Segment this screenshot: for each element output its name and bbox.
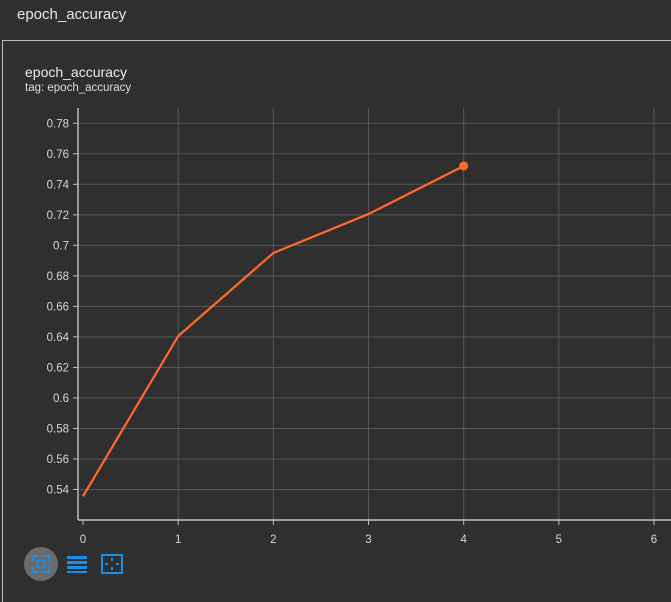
y-tick-label: 0.7 (53, 240, 69, 252)
axis-layer (73, 108, 671, 525)
chart-card: epoch_accuracy tag: epoch_accuracy (2, 40, 671, 602)
fit-domain-icon (32, 555, 50, 573)
toggle-log-list-button[interactable] (60, 547, 94, 581)
y-tick-label: 0.54 (47, 484, 70, 496)
fit-domain-button[interactable] (24, 547, 58, 581)
y-tick-label: 0.56 (47, 454, 69, 466)
label-layer: 0.54 0.56 0.58 0.6 0.62 0.64 0.66 0.68 0.7 0.72 0.… (47, 118, 658, 546)
list-icon (67, 556, 87, 573)
x-tick-label: 5 (556, 534, 562, 546)
chart-card-tag: tag: epoch_accuracy (25, 82, 132, 94)
zoom-box-button[interactable] (95, 547, 129, 581)
y-tick-label: 0.62 (47, 362, 69, 374)
y-tick-label: 0.64 (47, 332, 70, 344)
series-last-point[interactable] (459, 161, 469, 171)
y-tick-label: 0.76 (47, 149, 69, 161)
header-bar: epoch_accuracy (0, 0, 671, 38)
y-tick-label: 0.74 (47, 179, 70, 191)
x-tick-label: 4 (460, 534, 467, 546)
y-tick-label: 0.78 (47, 118, 69, 130)
series-layer (82, 161, 469, 497)
x-tick-label: 6 (651, 534, 657, 546)
y-tick-label: 0.58 (47, 423, 69, 435)
y-tick-label: 0.6 (53, 393, 69, 405)
y-tick-label: 0.66 (47, 301, 69, 313)
zoom-box-icon (101, 554, 123, 574)
x-tick-label: 2 (270, 534, 276, 546)
x-tick-label: 1 (175, 534, 181, 546)
header-title: epoch_accuracy (17, 6, 127, 23)
y-tick-label: 0.72 (47, 210, 69, 222)
chart-card-title: epoch_accuracy (25, 64, 127, 80)
y-tick-label: 0.68 (47, 271, 69, 283)
x-tick-label: 0 (80, 534, 86, 546)
grid-layer (78, 108, 671, 520)
x-tick-label: 3 (365, 534, 371, 546)
